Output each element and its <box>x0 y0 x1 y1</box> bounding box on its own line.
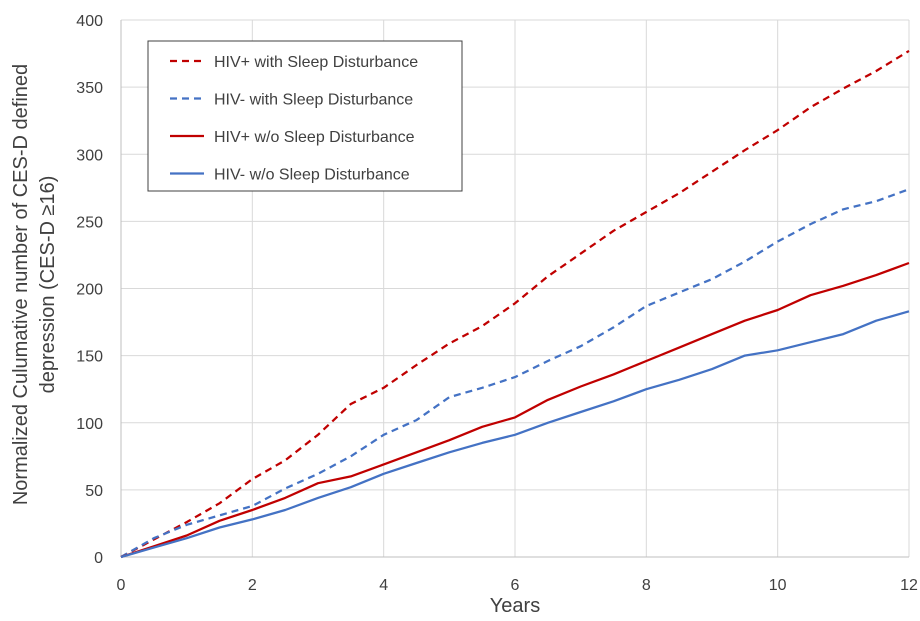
x-tick-label: 4 <box>379 577 388 594</box>
y-tick-label: 300 <box>76 147 103 164</box>
legend-label: HIV+ w/o Sleep Disturbance <box>214 129 415 146</box>
y-tick-label: 200 <box>76 282 103 299</box>
legend-label: HIV+ with Sleep Disturbance <box>214 54 418 71</box>
series-line-2 <box>120 188 910 558</box>
legend: HIV+ with Sleep Disturbance HIV- with Sle… <box>147 40 463 192</box>
legend-label: HIV- with Sleep Disturbance <box>214 92 413 109</box>
x-tick-label: 2 <box>248 577 257 594</box>
y-tick-label: 150 <box>76 349 103 366</box>
y-tick-label: 50 <box>85 483 103 500</box>
x-axis-title: Years <box>490 595 540 617</box>
y-tick-label: 0 <box>94 550 103 567</box>
y-tick-label: 100 <box>76 416 103 433</box>
x-tick-label: 12 <box>900 577 918 594</box>
legend-label: HIV- w/o Sleep Disturbance <box>214 167 410 184</box>
y-axis-title-line: Normalized Culumative number of CES-D de… <box>10 64 32 505</box>
series-line-3 <box>120 261 910 559</box>
series-lines <box>120 49 910 559</box>
x-tick-label: 0 <box>117 577 126 594</box>
legend-box <box>147 40 463 192</box>
y-tick-label: 400 <box>76 13 103 30</box>
y-axis-title: Normalized Culumative number of CES-D de… <box>10 64 59 505</box>
x-tick-label: 8 <box>642 577 651 594</box>
series-line-1 <box>120 49 910 558</box>
series-line-4 <box>120 310 910 559</box>
y-tick-label: 350 <box>76 80 103 97</box>
y-tick-label: 250 <box>76 214 103 231</box>
x-tick-label: 6 <box>511 577 520 594</box>
x-tick-label: 10 <box>769 577 787 594</box>
y-axis-title-line: depression (CES-D ≥16) <box>37 176 59 394</box>
axes: 0 50 100 150 200 250 300 350 400 0 2 4 6 8 10 12 <box>76 13 918 594</box>
